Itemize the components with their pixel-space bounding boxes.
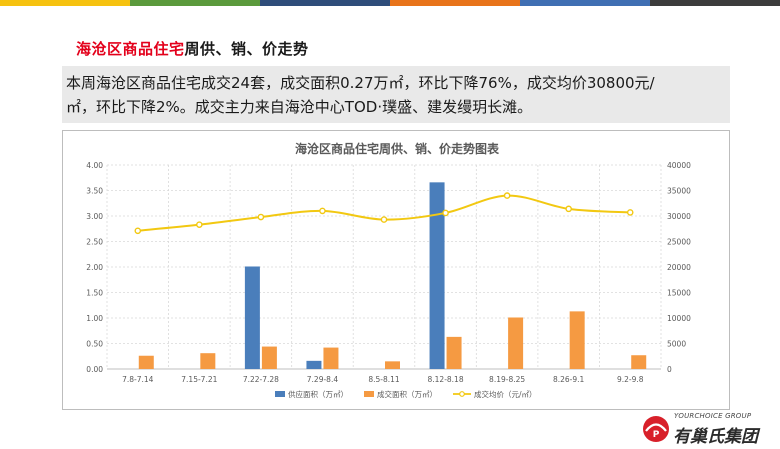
x-axis-labels: 7.8-7.14 7.15-7.21 7.22-7.28 7.29-8.4 8.5-8.… (122, 375, 644, 384)
deal-area-bar (446, 336, 462, 369)
price-point (319, 207, 326, 215)
supply-bar (244, 266, 260, 369)
deal-area-bar (631, 355, 647, 369)
right-tick-label: 30000 (667, 212, 691, 221)
price-point (626, 209, 634, 216)
right-tick-label: 40000 (667, 161, 691, 170)
x-tick-label: 7.22-7.28 (243, 375, 279, 384)
legend-price-swatch-dot (459, 391, 465, 397)
price-line (137, 194, 631, 232)
left-tick-label: 3.50 (86, 187, 103, 196)
legend-label: 成交面积（万㎡） (377, 389, 437, 399)
left-tick-label: 2.50 (86, 238, 103, 247)
legend-item: 成交均价（元/㎡） (453, 389, 537, 399)
left-tick-label: 0.50 (86, 340, 103, 349)
x-tick-label: 8.19-8.25 (489, 375, 525, 384)
right-tick-label: 25000 (667, 238, 691, 247)
logo-emblem-letter: P (653, 430, 660, 440)
legend-label: 成交均价（元/㎡） (474, 389, 537, 399)
price-point (565, 205, 572, 213)
logo-chinese-name: 有巢氏集团 (673, 427, 758, 447)
topbar-segment-6 (650, 0, 780, 6)
deal-area-bar (261, 346, 277, 369)
topbar-segment-4 (390, 0, 520, 6)
summary-line-2: ㎡，环比下降2%。成交主力来自海沧中心TOD·璞盛、建发缦玥长滩。 (66, 98, 533, 116)
top-color-bar (0, 0, 780, 6)
topbar-segment-5 (520, 0, 650, 6)
deal-area-bar (508, 317, 524, 369)
left-tick-label: 0.00 (86, 365, 103, 374)
x-tick-label: 9.2-9.8 (617, 375, 644, 384)
supply-bar (306, 360, 322, 369)
line-series (134, 192, 634, 235)
topbar-segment-3 (260, 0, 390, 6)
x-tick-label: 8.26-9.1 (553, 375, 585, 384)
left-axis: 0.00 0.50 1.00 1.50 2.00 2.50 3.00 3.50 4.00 (86, 161, 103, 374)
summary-line-1: 本周海沧区商品住宅成交24套，成交面积0.27万㎡，环比下降76%，成交均价30… (66, 74, 655, 92)
left-tick-label: 1.00 (86, 314, 103, 323)
x-tick-label: 8.12-8.18 (428, 375, 464, 384)
right-axis: 0 5000 10000 15000 20000 25000 30000 35000 40000 (667, 161, 691, 374)
price-point (196, 221, 203, 228)
right-tick-label: 0 (667, 365, 672, 374)
deal-area-bar (385, 361, 400, 369)
right-tick-label: 10000 (667, 314, 691, 323)
chart-legend: 供应面积（万㎡） 成交面积（万㎡） 成交均价（元/㎡） (275, 389, 537, 399)
x-tick-label: 8.5-8.11 (368, 375, 400, 384)
left-tick-label: 3.00 (86, 212, 103, 221)
price-point (503, 192, 511, 199)
legend-item: 成交面积（万㎡） (364, 389, 437, 399)
left-tick-label: 1.50 (86, 289, 103, 298)
deal-area-bar (569, 311, 585, 369)
chart-title: 海沧区商品住宅周供、销、价走势图表 (295, 141, 500, 156)
price-point (380, 216, 388, 223)
left-tick-label: 4.00 (86, 161, 103, 170)
logo-english-name: YOURCHOICE GROUP (674, 412, 752, 420)
price-point (134, 227, 142, 235)
company-logo: P YOURCHOICE GROUP 有巢氏集团 (641, 410, 777, 448)
left-tick-label: 2.00 (86, 263, 103, 272)
topbar-segment-1 (0, 0, 130, 6)
page-heading: 海沧区商品住宅周供、销、价走势 (76, 38, 309, 59)
right-tick-label: 15000 (667, 289, 691, 298)
legend-supply-swatch (275, 391, 285, 397)
deal-area-bar (200, 353, 216, 369)
combo-chart: 海沧区商品住宅周供、销、价走势图表 0.00 0.50 1.00 1.50 2.00 2.… (86, 141, 691, 399)
supply-bar (429, 182, 445, 369)
price-point (257, 213, 265, 221)
chart-panel: 海沧区商品住宅周供、销、价走势图表 0.00 0.50 1.00 1.50 2.00 2.… (62, 130, 730, 410)
x-tick-label: 7.15-7.21 (181, 375, 217, 384)
right-tick-label: 20000 (667, 263, 691, 272)
logo-emblem-icon: P (643, 416, 669, 442)
x-tick-label: 7.8-7.14 (122, 375, 154, 384)
gridlines (106, 164, 662, 370)
topbar-segment-2 (130, 0, 260, 6)
right-tick-label: 5000 (667, 340, 686, 349)
deal-area-bar (138, 355, 154, 369)
x-tick-label: 7.29-8.4 (307, 375, 339, 384)
legend-label: 供应面积（万㎡） (288, 389, 348, 399)
heading-highlight: 海沧区商品住宅 (76, 40, 185, 58)
legend-deal-swatch (364, 391, 374, 397)
price-point (442, 209, 449, 217)
deal-area-bar (323, 347, 339, 369)
bar-series (138, 182, 647, 369)
heading-rest: 周供、销、价走势 (184, 40, 309, 58)
legend-item: 供应面积（万㎡） (275, 389, 348, 399)
right-tick-label: 35000 (667, 187, 691, 196)
summary-box: 本周海沧区商品住宅成交24套，成交面积0.27万㎡，环比下降76%，成交均价30… (62, 66, 730, 123)
